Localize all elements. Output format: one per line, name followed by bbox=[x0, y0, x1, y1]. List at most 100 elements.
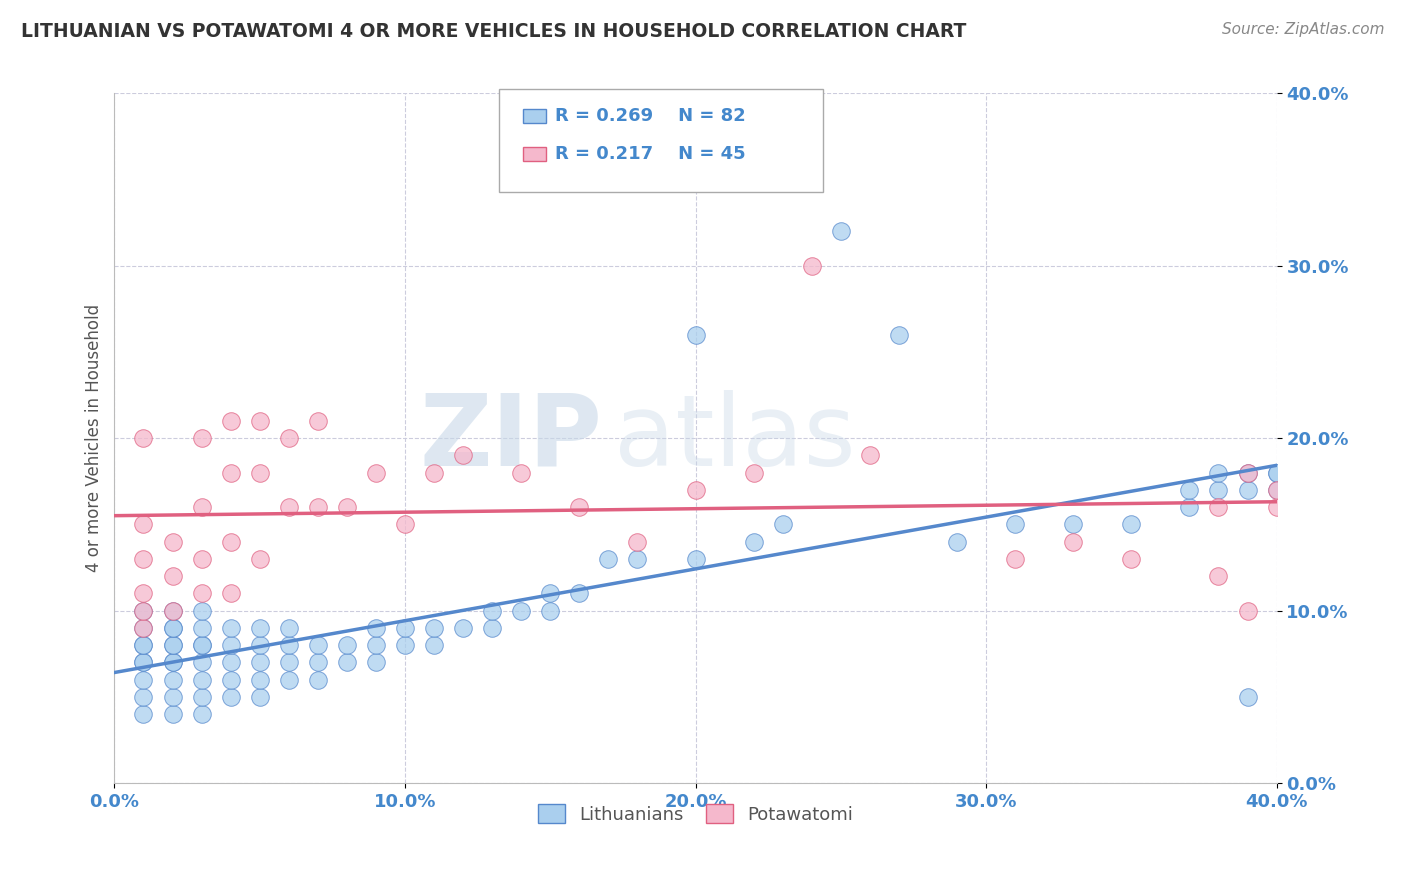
Text: R = 0.217    N = 45: R = 0.217 N = 45 bbox=[555, 145, 747, 163]
Point bbox=[336, 638, 359, 652]
Point bbox=[510, 466, 533, 480]
Point bbox=[336, 500, 359, 515]
Point bbox=[277, 431, 299, 445]
Point bbox=[162, 621, 184, 635]
Point bbox=[219, 534, 242, 549]
Point bbox=[1208, 466, 1230, 480]
Point bbox=[219, 638, 242, 652]
Point bbox=[451, 621, 474, 635]
Point bbox=[132, 638, 155, 652]
Point bbox=[249, 621, 271, 635]
Point bbox=[394, 517, 416, 532]
Point bbox=[190, 656, 212, 670]
Point bbox=[162, 707, 184, 722]
Point bbox=[394, 621, 416, 635]
Point bbox=[132, 656, 155, 670]
Point bbox=[336, 656, 359, 670]
Point bbox=[307, 414, 329, 428]
Point bbox=[190, 552, 212, 566]
Point bbox=[1062, 534, 1084, 549]
Point bbox=[132, 431, 155, 445]
Point bbox=[277, 656, 299, 670]
Point bbox=[132, 621, 155, 635]
Point bbox=[190, 500, 212, 515]
Point bbox=[626, 552, 648, 566]
Legend: Lithuanians, Potawatomi: Lithuanians, Potawatomi bbox=[529, 796, 862, 832]
Point bbox=[568, 586, 591, 600]
Point bbox=[481, 621, 503, 635]
Point bbox=[132, 552, 155, 566]
Point bbox=[538, 586, 561, 600]
Point bbox=[132, 517, 155, 532]
Point bbox=[219, 656, 242, 670]
Point bbox=[132, 707, 155, 722]
Point bbox=[538, 604, 561, 618]
Point bbox=[1178, 483, 1201, 497]
Point bbox=[307, 673, 329, 687]
Point bbox=[249, 656, 271, 670]
Point bbox=[277, 500, 299, 515]
Point bbox=[1121, 517, 1143, 532]
Point bbox=[249, 638, 271, 652]
Point bbox=[190, 638, 212, 652]
Point bbox=[1004, 517, 1026, 532]
Point bbox=[451, 449, 474, 463]
Point bbox=[219, 673, 242, 687]
Point bbox=[249, 690, 271, 704]
Point bbox=[685, 552, 707, 566]
Point bbox=[132, 656, 155, 670]
Point bbox=[162, 604, 184, 618]
Point bbox=[568, 500, 591, 515]
Text: R = 0.269    N = 82: R = 0.269 N = 82 bbox=[555, 107, 747, 125]
Point bbox=[132, 690, 155, 704]
Point bbox=[162, 656, 184, 670]
Point bbox=[132, 604, 155, 618]
Point bbox=[510, 604, 533, 618]
Point bbox=[219, 621, 242, 635]
Point bbox=[219, 586, 242, 600]
Point bbox=[1062, 517, 1084, 532]
Point bbox=[685, 483, 707, 497]
Point bbox=[249, 673, 271, 687]
Point bbox=[190, 638, 212, 652]
Point bbox=[1265, 500, 1288, 515]
Point bbox=[364, 638, 387, 652]
Y-axis label: 4 or more Vehicles in Household: 4 or more Vehicles in Household bbox=[86, 304, 103, 573]
Point bbox=[364, 656, 387, 670]
Text: LITHUANIAN VS POTAWATOMI 4 OR MORE VEHICLES IN HOUSEHOLD CORRELATION CHART: LITHUANIAN VS POTAWATOMI 4 OR MORE VEHIC… bbox=[21, 22, 966, 41]
Point bbox=[423, 638, 446, 652]
Point bbox=[598, 552, 620, 566]
Point bbox=[1236, 466, 1258, 480]
Point bbox=[1236, 483, 1258, 497]
Point bbox=[162, 638, 184, 652]
Point bbox=[626, 534, 648, 549]
Point bbox=[162, 534, 184, 549]
Text: Source: ZipAtlas.com: Source: ZipAtlas.com bbox=[1222, 22, 1385, 37]
Point bbox=[162, 638, 184, 652]
Point bbox=[742, 534, 765, 549]
Point bbox=[1004, 552, 1026, 566]
Point bbox=[190, 707, 212, 722]
Point bbox=[132, 638, 155, 652]
Point bbox=[364, 621, 387, 635]
Point bbox=[162, 569, 184, 583]
Point bbox=[394, 638, 416, 652]
Point bbox=[481, 604, 503, 618]
Point bbox=[249, 414, 271, 428]
Point bbox=[219, 414, 242, 428]
Point bbox=[685, 327, 707, 342]
Point bbox=[1208, 500, 1230, 515]
Text: ZIP: ZIP bbox=[419, 390, 603, 487]
Point bbox=[162, 673, 184, 687]
Point bbox=[859, 449, 882, 463]
Point bbox=[772, 517, 794, 532]
Point bbox=[190, 431, 212, 445]
Point bbox=[364, 466, 387, 480]
Point bbox=[132, 586, 155, 600]
Point bbox=[190, 604, 212, 618]
Point bbox=[423, 466, 446, 480]
Point bbox=[162, 690, 184, 704]
Point bbox=[946, 534, 969, 549]
Point bbox=[1208, 483, 1230, 497]
Point bbox=[190, 586, 212, 600]
